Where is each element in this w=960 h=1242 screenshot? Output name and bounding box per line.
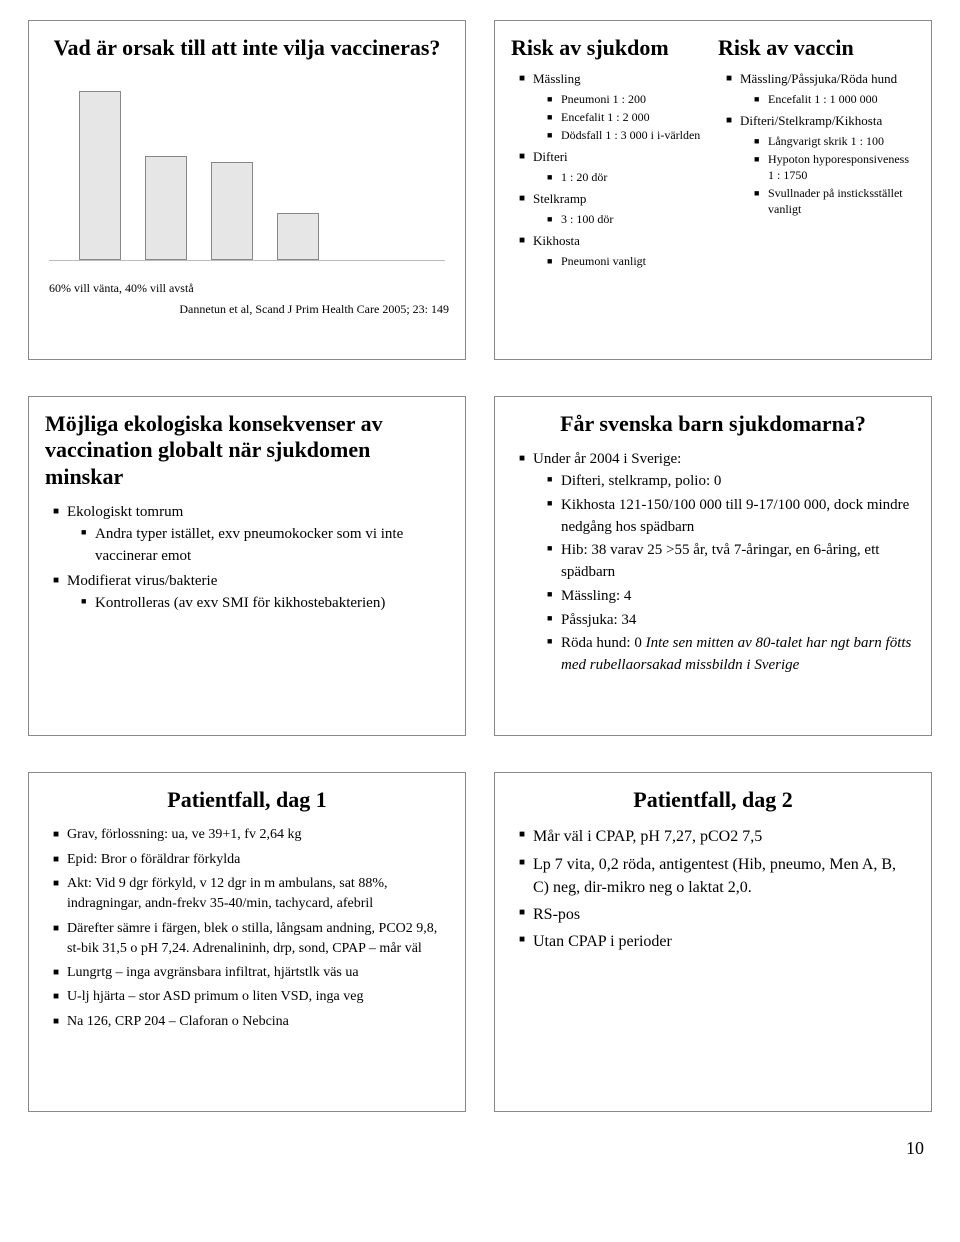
list-item-text: Därefter sämre i färgen, blek o stilla, …: [67, 921, 437, 956]
list-subitem: Kontrolleras (av exv SMI för kikhostebak…: [81, 593, 449, 615]
list-item: Akt: Vid 9 dgr förkyld, v 12 dgr in m am…: [53, 874, 449, 915]
list-subitem: Påssjuka: 34: [547, 610, 915, 632]
list-item-text: Mässling: [533, 71, 581, 86]
list-subitem: Dödsfall 1 : 3 000 i i-världen: [547, 127, 708, 143]
list-subitem: Kikhosta 121-150/100 000 till 9-17/100 0…: [547, 495, 915, 539]
slide-4: Får svenska barn sjukdomarna? Under år 2…: [494, 396, 932, 736]
chart-bar: [277, 213, 319, 260]
slide1-citation: Dannetun et al, Scand J Prim Health Care…: [45, 302, 449, 317]
list-item-text: Mässling/Påssjuka/Röda hund: [740, 71, 897, 86]
slide-3: Möjliga ekologiska konsekvenser av vacci…: [28, 396, 466, 736]
list-item-text: Difteri/Stelkramp/Kikhosta: [740, 113, 882, 128]
slide6-title: Patientfall, dag 2: [511, 787, 915, 813]
slide4-list: Under år 2004 i Sverige: Difteri, stelkra…: [511, 449, 915, 677]
list-subitem: Mässling: 4: [547, 586, 915, 608]
list-item-text: Ekologiskt tomrum: [67, 504, 183, 520]
slide1-caption: 60% vill vänta, 40% vill avstå: [49, 281, 449, 296]
slide3-list: Ekologiskt tomrum Andra typer istället, e…: [45, 502, 449, 615]
list-subitem: Difteri, stelkramp, polio: 0: [547, 471, 915, 493]
page-number: 10: [28, 1138, 932, 1159]
list-item: Na 126, CRP 204 – Claforan o Nebcina: [53, 1012, 449, 1032]
chart-bar: [211, 162, 253, 260]
list-item: Under år 2004 i Sverige: Difteri, stelkra…: [519, 449, 915, 677]
list-subitem: Pneumoni vanligt: [547, 253, 708, 269]
list-item-text: Utan CPAP i perioder: [533, 933, 672, 950]
slide-5: Patientfall, dag 1 Grav, förlossning: ua…: [28, 772, 466, 1112]
list-item: Mår väl i CPAP, pH 7,27, pCO2 7,5: [519, 825, 915, 848]
slide-grid: Vad är orsak till att inte vilja vaccine…: [28, 20, 932, 1112]
list-item-text: Na 126, CRP 204 – Claforan o Nebcina: [67, 1014, 289, 1029]
list-item-text: Lungrtg – inga avgränsbara infiltrat, hj…: [67, 965, 359, 980]
list-item: Grav, förlossning: ua, ve 39+1, fv 2,64 …: [53, 825, 449, 845]
list-subitem: 1 : 20 dör: [547, 169, 708, 185]
slide2-left-list: Mässling Pneumoni 1 : 200 Encefalit 1 : 2 …: [511, 69, 708, 269]
chart-bar: [79, 91, 121, 260]
list-item: Difteri/Stelkramp/Kikhosta Långvarigt skr…: [726, 111, 915, 218]
slide1-chart: [49, 73, 445, 273]
list-subitem: Hypoton hyporesponsiveness 1 : 1750: [754, 151, 915, 183]
list-item-text: Akt: Vid 9 dgr förkyld, v 12 dgr in m am…: [67, 876, 387, 911]
slide4-title: Får svenska barn sjukdomarna?: [511, 411, 915, 437]
list-subitem: Pneumoni 1 : 200: [547, 91, 708, 107]
slide6-list: Mår väl i CPAP, pH 7,27, pCO2 7,5 Lp 7 vi…: [511, 825, 915, 953]
list-item-text: Lp 7 vita, 0,2 röda, antigentest (Hib, p…: [533, 856, 896, 896]
list-subitem: Hib: 38 varav 25 >55 år, två 7-åringar, …: [547, 540, 915, 584]
slide-1: Vad är orsak till att inte vilja vaccine…: [28, 20, 466, 360]
list-item: Ekologiskt tomrum Andra typer istället, e…: [53, 502, 449, 567]
list-item-text: U-lj hjärta – stor ASD primum o liten VS…: [67, 989, 363, 1004]
list-item-text: Kikhosta: [533, 233, 580, 248]
slide3-title: Möjliga ekologiska konsekvenser av vacci…: [45, 411, 449, 490]
list-item-text: Modifierat virus/bakterie: [67, 573, 217, 589]
slide-2: Risk av sjukdom Mässling Pneumoni 1 : 200…: [494, 20, 932, 360]
list-item: U-lj hjärta – stor ASD primum o liten VS…: [53, 987, 449, 1007]
list-subitem: Röda hund: 0 Inte sen mitten av 80-talet…: [547, 633, 915, 677]
list-item-text: RS-pos: [533, 906, 580, 923]
slide-6: Patientfall, dag 2 Mår väl i CPAP, pH 7,…: [494, 772, 932, 1112]
list-item: Difteri 1 : 20 dör: [519, 147, 708, 185]
list-subitem: 3 : 100 dör: [547, 211, 708, 227]
list-item: Mässling/Påssjuka/Röda hund Encefalit 1 :…: [726, 69, 915, 107]
list-item: Lungrtg – inga avgränsbara infiltrat, hj…: [53, 963, 449, 983]
list-item-text: Mår väl i CPAP, pH 7,27, pCO2 7,5: [533, 828, 762, 845]
list-item-text: Difteri: [533, 149, 568, 164]
list-item-text: Grav, förlossning: ua, ve 39+1, fv 2,64 …: [67, 827, 301, 842]
list-item: Kikhosta Pneumoni vanligt: [519, 231, 708, 269]
list-subitem: Encefalit 1 : 1 000 000: [754, 91, 915, 107]
list-item: Lp 7 vita, 0,2 röda, antigentest (Hib, p…: [519, 853, 915, 899]
list-subitem: Långvarigt skrik 1 : 100: [754, 133, 915, 149]
slide5-title: Patientfall, dag 1: [45, 787, 449, 813]
list-item: Utan CPAP i perioder: [519, 930, 915, 953]
list-item-text: Under år 2004 i Sverige:: [533, 451, 681, 467]
chart-bar: [145, 156, 187, 261]
slide1-title: Vad är orsak till att inte vilja vaccine…: [45, 35, 449, 61]
list-item: Modifierat virus/bakterie Kontrolleras (a…: [53, 571, 449, 615]
slide2-right-title: Risk av vaccin: [718, 35, 915, 61]
list-item: RS-pos: [519, 903, 915, 926]
list-item: Stelkramp 3 : 100 dör: [519, 189, 708, 227]
list-item: Därefter sämre i färgen, blek o stilla, …: [53, 919, 449, 960]
slide5-list: Grav, förlossning: ua, ve 39+1, fv 2,64 …: [45, 825, 449, 1032]
list-item-text: Stelkramp: [533, 191, 586, 206]
slide2-right-list: Mässling/Påssjuka/Röda hund Encefalit 1 :…: [718, 69, 915, 218]
list-subitem: Andra typer istället, exv pneumokocker s…: [81, 524, 449, 568]
list-item: Mässling Pneumoni 1 : 200 Encefalit 1 : 2 …: [519, 69, 708, 143]
list-item: Epid: Bror o föräldrar förkylda: [53, 850, 449, 870]
list-subitem: Encefalit 1 : 2 000: [547, 109, 708, 125]
list-item-text: Epid: Bror o föräldrar förkylda: [67, 852, 240, 867]
slide2-left-title: Risk av sjukdom: [511, 35, 708, 61]
list-subitem: Svullnader på insticksstället vanligt: [754, 185, 915, 217]
